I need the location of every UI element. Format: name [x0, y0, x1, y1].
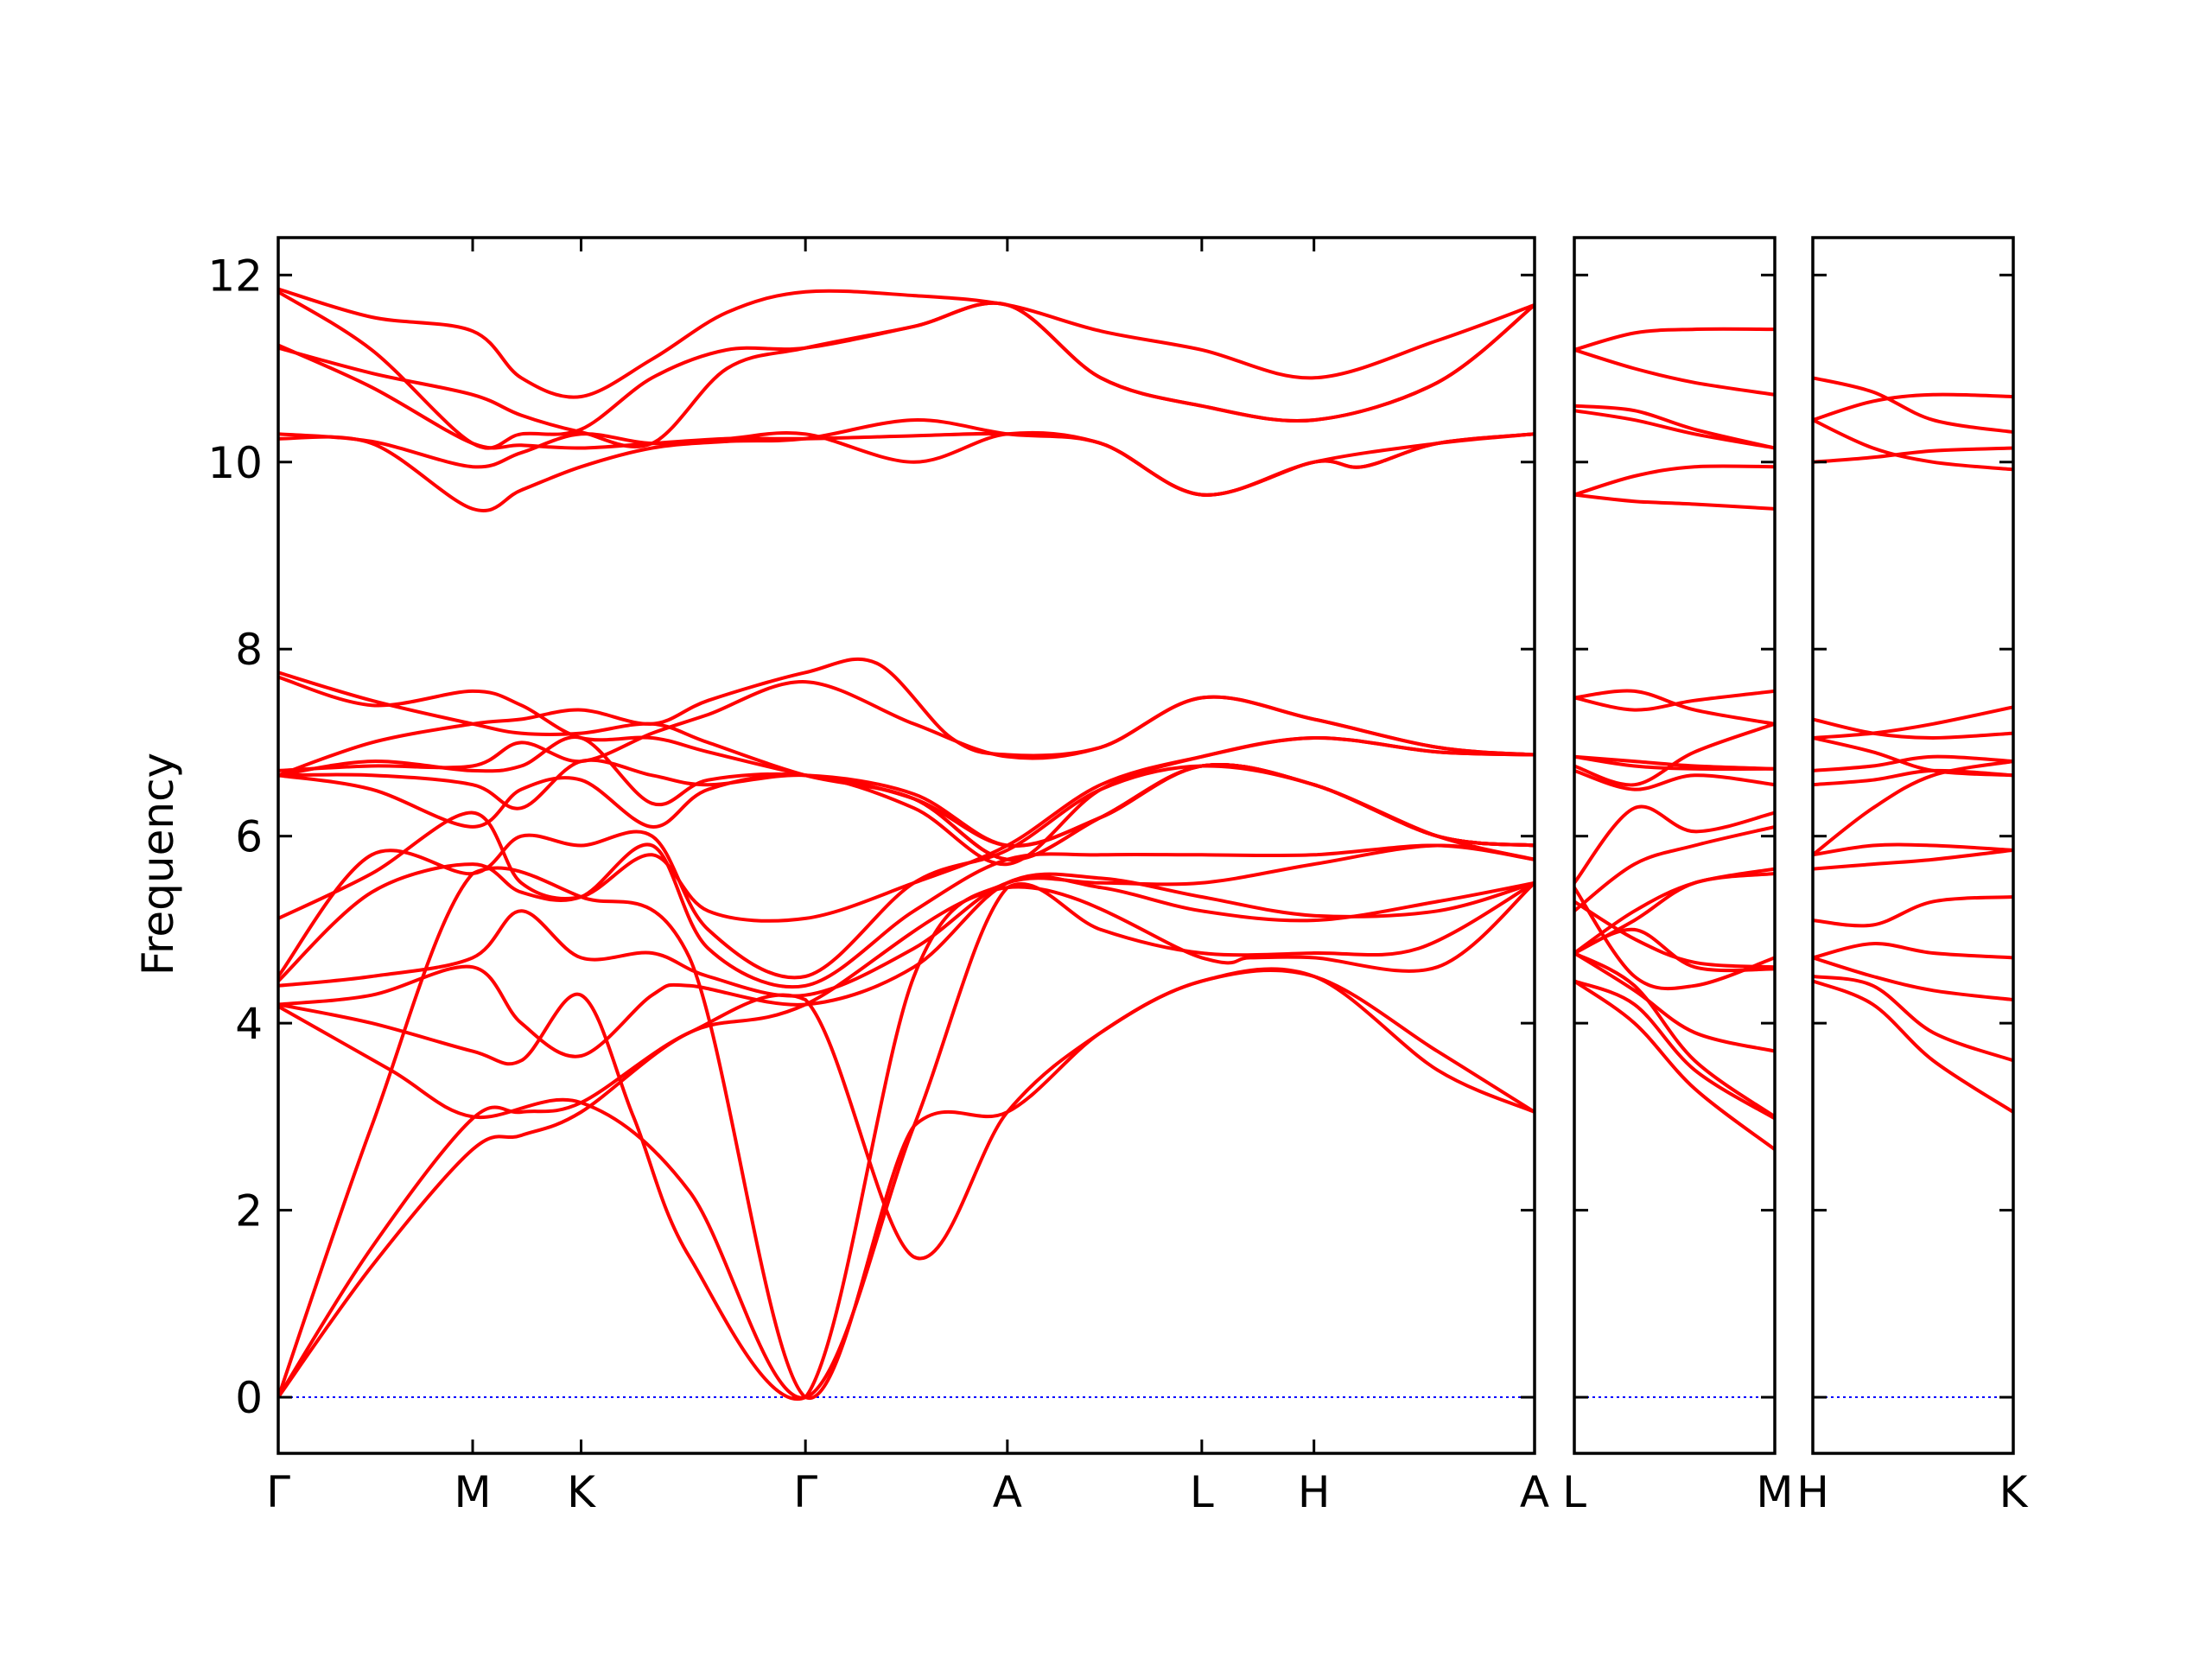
band-10 [1813, 754, 2013, 772]
band-15 [278, 657, 1535, 778]
band-5 [1813, 895, 2013, 928]
y-tick-label: 10 [207, 438, 263, 488]
plot-frame [1573, 236, 1777, 1455]
band-17 [1813, 376, 2013, 435]
band-3 [1813, 956, 2013, 1002]
band-1 [1813, 979, 2013, 1114]
y-tick-label: 8 [235, 625, 263, 675]
band-4 [1813, 942, 2013, 960]
y-tick-label: 0 [235, 1373, 263, 1423]
plot-frame [276, 236, 1536, 1455]
band-group [1574, 327, 1775, 1152]
band-6 [1813, 848, 2013, 871]
y-axis-label: Frequency [133, 753, 183, 976]
x-tick-label: A [1520, 1467, 1549, 1517]
band-16 [278, 675, 1535, 861]
band-6 [1574, 327, 1775, 352]
band-10 [1574, 951, 1775, 1119]
band-14 [1813, 446, 2013, 464]
band-23 [1574, 689, 1775, 726]
panel-1: 0 2 4 6 8 10 12 Γ M K Γ A L H A [207, 236, 1549, 1517]
band-19 [1574, 721, 1775, 787]
band-1 [278, 880, 1535, 1400]
x-tick-label: K [567, 1467, 596, 1517]
y-tick-label: 2 [235, 1186, 263, 1236]
band-22 [1574, 689, 1775, 712]
y-tick-label: 12 [207, 251, 263, 301]
x-tick-label: Γ [266, 1467, 290, 1517]
band-7 [1574, 979, 1775, 1152]
band-5 [1574, 347, 1775, 397]
band-4 [1574, 404, 1775, 450]
band-8 [278, 842, 1535, 989]
band-7 [278, 843, 1535, 998]
band-16 [1574, 824, 1775, 913]
band-21 [278, 301, 1535, 448]
band-12 [1813, 705, 2013, 740]
band-12 [1574, 899, 1775, 969]
x-tick-label: H [1796, 1467, 1829, 1517]
x-tick-label: A [993, 1467, 1022, 1517]
band-3 [1574, 409, 1775, 450]
band-2 [1813, 975, 2013, 1063]
x-tick-label: M [1756, 1467, 1793, 1517]
band-9 [1574, 951, 1775, 1053]
band-17 [1574, 804, 1775, 885]
band-23 [278, 287, 1535, 399]
band-4 [278, 880, 1535, 1400]
x-tick-label: K [1999, 1467, 2029, 1517]
x-tick-label: Γ [793, 1467, 817, 1517]
x-tick-label: M [454, 1467, 491, 1517]
band-2 [278, 969, 1535, 1400]
band-18 [1574, 768, 1775, 791]
band-13 [1574, 886, 1775, 991]
band-3 [278, 866, 1535, 1400]
band-7 [1813, 842, 2013, 857]
band-11 [1813, 736, 2013, 778]
x-tick-label: H [1298, 1467, 1331, 1517]
band-8 [1574, 979, 1775, 1121]
band-11 [278, 735, 1535, 867]
y-tick-label: 4 [235, 999, 263, 1049]
band-6 [278, 872, 1535, 1058]
band-2 [1574, 464, 1775, 497]
band-group [1813, 376, 2013, 1114]
band-15 [1813, 418, 2013, 472]
band-16 [1813, 392, 2013, 423]
band-group [278, 287, 1535, 1402]
band-1 [1574, 493, 1775, 511]
band-21 [1574, 754, 1775, 771]
band-5 [278, 874, 1535, 1402]
x-tick-label: L [1562, 1467, 1586, 1517]
band-17 [278, 671, 1535, 861]
band-13 [1813, 717, 2013, 740]
band-14 [1574, 872, 1775, 955]
plot-frame [1811, 236, 2015, 1455]
band-19 [278, 430, 1535, 497]
x-tick-label: L [1190, 1467, 1214, 1517]
band-15 [1574, 867, 1775, 955]
band-22 [278, 289, 1535, 450]
band-8 [1813, 760, 2013, 857]
y-tick-label: 6 [235, 812, 263, 862]
